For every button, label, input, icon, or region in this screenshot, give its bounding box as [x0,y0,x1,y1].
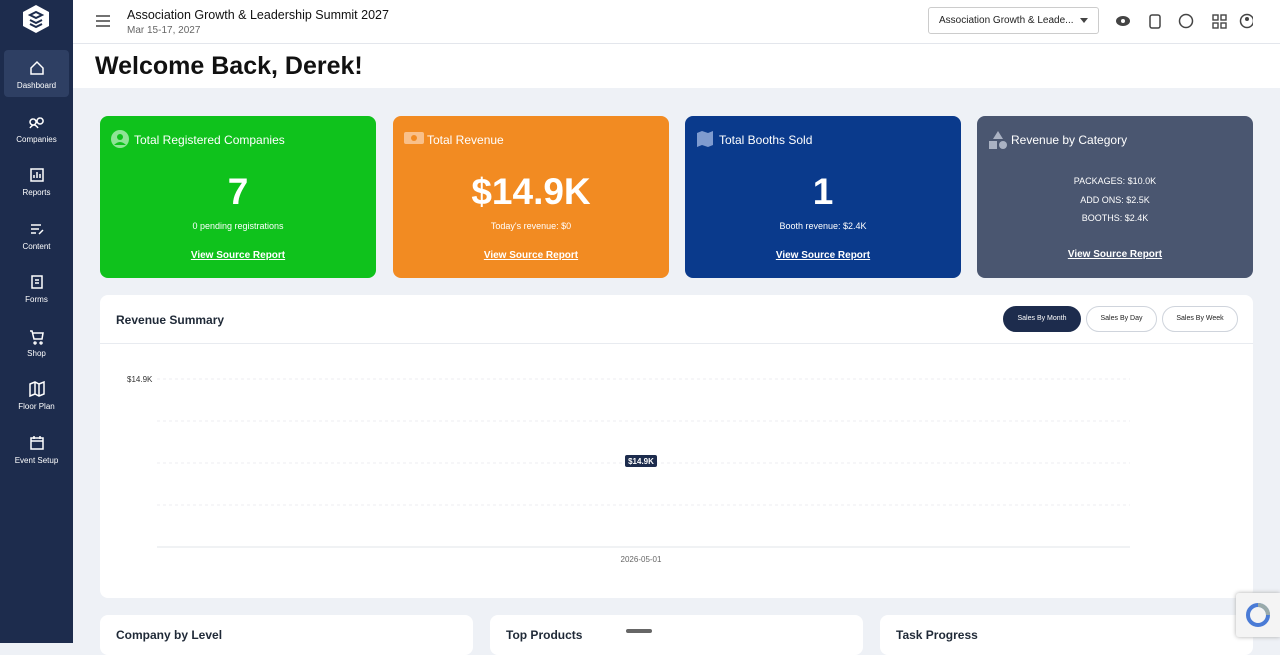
nav-label: Content [22,241,51,251]
nav-icon [29,168,44,182]
panel-title: Company by Level [116,628,223,642]
point-label-box [625,455,657,467]
card-companies: Total Registered Companies 7 0 pending r… [100,116,376,278]
revenue-summary: Revenue Summary Sales By Month Sales By … [100,295,1253,598]
drag-handle[interactable] [626,629,652,633]
welcome-heading: Welcome Back, Derek! [95,52,363,80]
event-select-text: Association Growth & Leade... [939,15,1074,26]
card-value: $14.9K [471,171,591,212]
nav-icon [29,329,44,345]
caret [1080,18,1088,23]
top-bar: Association Growth & Leadership Summit 2… [73,0,1280,44]
card-link[interactable]: View Source Report [775,250,871,261]
card-value: 7 [227,171,249,212]
category-line: PACKAGES: $10.0K [1073,176,1157,186]
toolbar-icons[interactable] [1113,12,1253,32]
nav-label: Dashboard [16,81,57,90]
card-title: Revenue by Category [1011,133,1128,147]
revenue-chart: $14.9K $14.9K 2026-05-01 [127,375,1130,564]
tab-button[interactable]: Sales By Day [1086,306,1157,332]
nav-item[interactable]: Companies [4,104,69,151]
card-value: 1 [812,171,834,212]
card-subtitle: Booth revenue: $2.4K [779,221,867,231]
tab-button[interactable]: Sales By Week [1162,306,1238,332]
nav-icon [30,223,44,235]
top-products-panel: Top Products [490,615,863,655]
nav-icon [29,60,44,75]
nav-label: Forms [25,295,48,304]
event-select[interactable]: Association Growth & Leade... [928,7,1099,34]
card-link[interactable]: View Source Report [483,250,579,261]
y-tick-label: $14.9K [127,375,153,384]
task-progress-panel: Task Progress [880,615,1253,655]
nav-label: Shop [27,348,46,358]
panel-title: Revenue Summary [116,313,225,327]
sidebar: Dashboard Companies Reports Content Forms Sho… [0,0,73,643]
nav-label: Event Setup [14,455,59,465]
card-subtitle: 0 pending registrations [192,221,284,231]
nav-icon [29,435,44,450]
card-icon [404,132,424,144]
category-lines: PACKAGES: $10.0K ADD ONS: $2.5K BOOTHS: … [977,172,1253,228]
nav-icon [28,380,45,398]
card-link[interactable]: View Source Report [190,250,286,261]
event-title: Association Growth & Leadership Summit 2… [127,8,389,22]
card-icon [989,131,1007,149]
nav-item[interactable]: Event Setup [4,425,69,472]
recaptcha-icon [1246,603,1270,627]
card-title: Total Registered Companies [134,133,285,147]
category-line: BOOTHS: $2.4K [1081,213,1149,223]
card-icon [111,130,129,148]
panel-title: Task Progress [896,628,978,642]
tab-button[interactable]: Sales By Month [1003,306,1081,332]
welcome-bar: Welcome Back, Derek! [73,44,1280,88]
nav-label: Reports [22,188,51,197]
nav-item[interactable]: Forms [4,264,69,311]
nav-item[interactable]: Floor Plan [4,371,69,418]
logo [23,5,49,33]
nav-label: Floor Plan [18,402,55,411]
divider [100,343,1253,344]
nav-item[interactable]: Content [4,211,69,258]
nav-icon [28,116,44,128]
event-date: Mar 15-17, 2027 [127,25,201,36]
point-label: $14.9K [628,457,654,466]
menu-icon[interactable] [96,15,110,27]
category-line: ADD ONS: $2.5K [1080,194,1150,205]
company-level-panel: Company by Level [100,615,473,655]
card-title: Total Booths Sold [719,133,813,147]
card-link[interactable]: View Source Report [1067,249,1163,260]
card-category: Revenue by Category PACKAGES: $10.0K ADD… [977,116,1253,278]
x-tick-label: 2026-05-01 [621,555,662,564]
nav-item[interactable]: Shop [4,318,69,365]
nav-label: Companies [16,134,57,144]
nav-icon [30,275,43,289]
card-title: Total Revenue [427,133,504,147]
nav-item[interactable]: Dashboard [4,50,69,97]
recaptcha-badge [1236,593,1280,637]
card-icon [697,131,713,147]
panel-title: Top Products [506,628,583,642]
card-booths: Total Booths Sold 1 Booth revenue: $2.4K… [685,116,961,278]
card-subtitle: Today's revenue: $0 [490,221,572,231]
nav-item[interactable]: Reports [4,157,69,204]
card-revenue: Total Revenue $14.9K Today's revenue: $0… [393,116,669,278]
grid [157,378,1130,506]
